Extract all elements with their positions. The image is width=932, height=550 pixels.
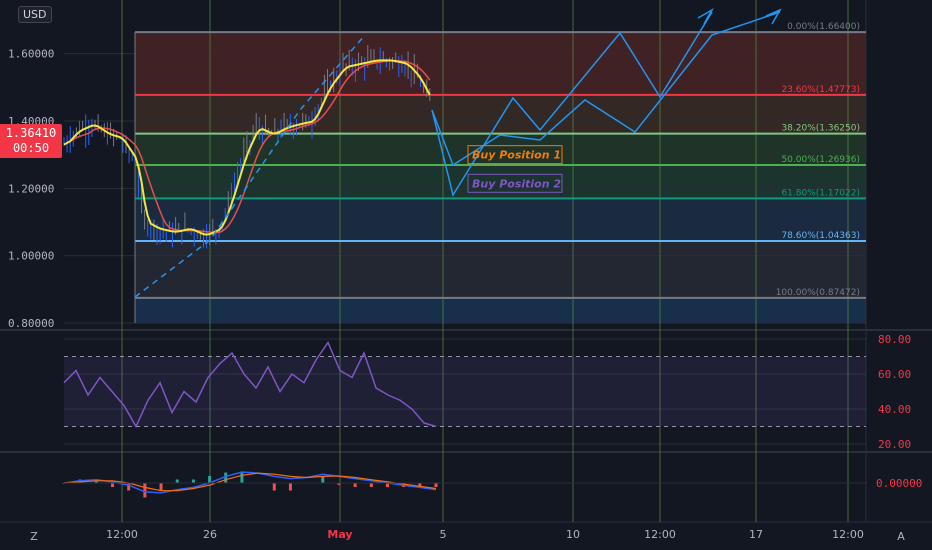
fib-zone-extension [135,297,866,323]
macd-histogram-bar [272,483,276,491]
fib-zone [135,198,866,241]
time-tick-label: 17 [749,528,763,541]
macd-histogram-bar [385,483,389,487]
fib-zone [135,240,866,298]
fib-level-label: 100.00%(0.87472) [776,288,860,298]
time-tick-label: May [327,528,352,541]
price-tick-label: 1.20000 [8,182,54,195]
macd-histogram-bar [175,479,179,484]
fib-level-label: 50.00%(1.26936) [781,155,860,165]
slow-moving-average [63,59,431,234]
projection-path-2 [431,11,713,197]
projection-path-1 [431,11,781,167]
macd-histogram-bar [353,483,357,487]
zoom-button[interactable]: Z [30,529,38,543]
fib-level-label: 78.60%(1.04363) [781,231,860,241]
fib-zone [135,133,866,165]
bar-countdown: 00:50 [12,141,50,155]
time-tick-label: 12:00 [644,528,676,541]
price-tick-label: 1.00000 [8,250,54,263]
fib-level-label: 38.20%(1.36250) [781,124,860,134]
macd-tick-label: 0.00000 [876,477,922,490]
annotation-label: Buy Position 1 [472,149,561,162]
last-price-badge: 1.36410 00:50 [0,124,62,158]
fib-zone [135,94,866,134]
macd-histogram-bar [369,483,373,487]
time-tick-label: 12:00 [106,528,138,541]
macd-histogram-bar [224,472,228,484]
macd-histogram-bar [288,483,292,491]
annotation-box [467,173,563,193]
currency-selector[interactable]: USD [18,6,52,23]
arrow-head [697,7,715,25]
last-price-value: 1.36410 [5,126,57,140]
macd-histogram-bar [159,483,163,491]
macd-histogram-bar [208,476,212,484]
annotation-label: Buy Position 2 [472,177,561,190]
time-tick-label: 10 [566,528,580,541]
rsi-band-fill [64,356,866,427]
macd-histogram-bar [321,476,325,484]
fib-level-label: 61.80%(1.17022) [781,188,860,198]
macd-line [63,471,437,494]
rsi-tick-label: 20.00 [878,438,911,451]
fib-level-label: 23.60%(1.47773) [781,85,860,95]
rsi-line [63,340,437,429]
macd-histogram-bar [143,483,147,498]
macd-histogram-bar [111,483,115,487]
time-tick-label: 5 [440,528,447,541]
macd-histogram-bar [94,479,98,484]
fib-zone [135,164,866,199]
time-tick-label: 12:00 [832,528,864,541]
fast-moving-average [63,59,431,236]
macd-histogram-bar [127,483,131,491]
rsi-tick-label: 60.00 [878,368,911,381]
trend-line-dashed [134,34,366,298]
arrow-head [765,8,782,25]
macd-histogram-bar [434,483,438,487]
auto-scale-button[interactable]: A [897,529,905,543]
macd-histogram-bar [337,483,341,485]
macd-histogram-bar [418,483,422,487]
macd-histogram-bar [240,472,244,484]
fib-zone [135,32,866,95]
price-tick-label: 1.60000 [8,48,54,61]
macd-histogram-bar [191,479,195,484]
fib-level-label: 0.00%(1.66400) [787,22,860,32]
time-tick-label: 26 [203,528,217,541]
rsi-tick-label: 80.00 [878,333,911,346]
price-tick-label: 0.80000 [8,317,54,330]
rsi-tick-label: 40.00 [878,403,911,416]
annotation-box [467,145,563,165]
